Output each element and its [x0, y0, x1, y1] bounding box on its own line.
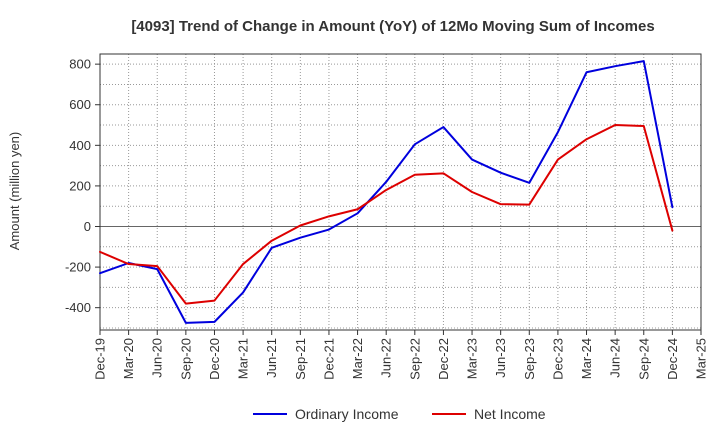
x-tick-label: Mar-25	[694, 338, 709, 379]
legend-label: Ordinary Income	[295, 406, 399, 422]
y-tick-label: 200	[69, 178, 91, 193]
y-tick-label: -200	[65, 260, 91, 275]
y-tick-label: 800	[69, 57, 91, 72]
x-tick-label: Dec-19	[93, 338, 108, 380]
x-tick-label: Sep-21	[293, 338, 308, 380]
x-tick-label: Sep-23	[522, 338, 537, 380]
legend-label: Net Income	[474, 406, 546, 422]
series	[99, 60, 674, 324]
x-tick-label: Dec-24	[665, 338, 680, 380]
x-ticks: Dec-19 Mar-20 Jun-20 Sep-20 Dec-20 Mar-21 Jun-…	[93, 330, 709, 380]
x-tick-label: Jun-24	[608, 338, 623, 378]
y-tick-label: 400	[69, 138, 91, 153]
x-tick-label: Dec-22	[436, 338, 451, 380]
x-tick-label: Mar-23	[465, 338, 480, 379]
y-tick-label: 0	[84, 219, 91, 234]
x-tick-label: Mar-20	[121, 338, 136, 379]
x-tick-label: Jun-20	[150, 338, 165, 378]
plot-area	[99, 53, 702, 331]
x-tick-label: Mar-22	[350, 338, 365, 379]
x-tick-label: Jun-21	[264, 338, 279, 378]
x-tick-label: Mar-24	[579, 338, 594, 379]
x-tick-label: Sep-24	[636, 338, 651, 380]
legend: Ordinary Income Net Income	[253, 406, 546, 422]
x-tick-label: Dec-20	[207, 338, 222, 380]
x-tick-label: Mar-21	[236, 338, 251, 379]
x-tick-label: Jun-23	[493, 338, 508, 378]
y-tick-label: -400	[65, 300, 91, 315]
y-tick-label: 600	[69, 97, 91, 112]
x-tick-label: Sep-20	[178, 338, 193, 380]
x-tick-label: Jun-22	[379, 338, 394, 378]
x-tick-label: Dec-21	[321, 338, 336, 380]
grid	[100, 54, 701, 330]
y-ticks: -400 -200 0 200 400 600 800	[65, 57, 100, 315]
chart-title: [4093] Trend of Change in Amount (YoY) o…	[131, 18, 654, 35]
x-tick-label: Dec-23	[550, 338, 565, 380]
y-axis-label: Amount (million yen)	[7, 132, 22, 251]
series-line-ordinary-income	[99, 60, 674, 324]
series-line-net-income	[99, 124, 674, 305]
x-tick-label: Sep-22	[407, 338, 422, 380]
